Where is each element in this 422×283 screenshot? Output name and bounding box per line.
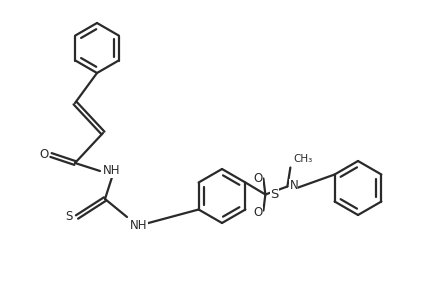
Text: O: O — [254, 206, 263, 219]
Text: NH: NH — [130, 219, 148, 232]
Text: O: O — [39, 149, 49, 162]
Text: S: S — [271, 188, 279, 201]
Text: N: N — [289, 179, 298, 192]
Text: CH₃: CH₃ — [293, 155, 313, 164]
Text: NH: NH — [103, 164, 121, 177]
Text: O: O — [254, 172, 263, 185]
Text: S: S — [65, 211, 73, 224]
